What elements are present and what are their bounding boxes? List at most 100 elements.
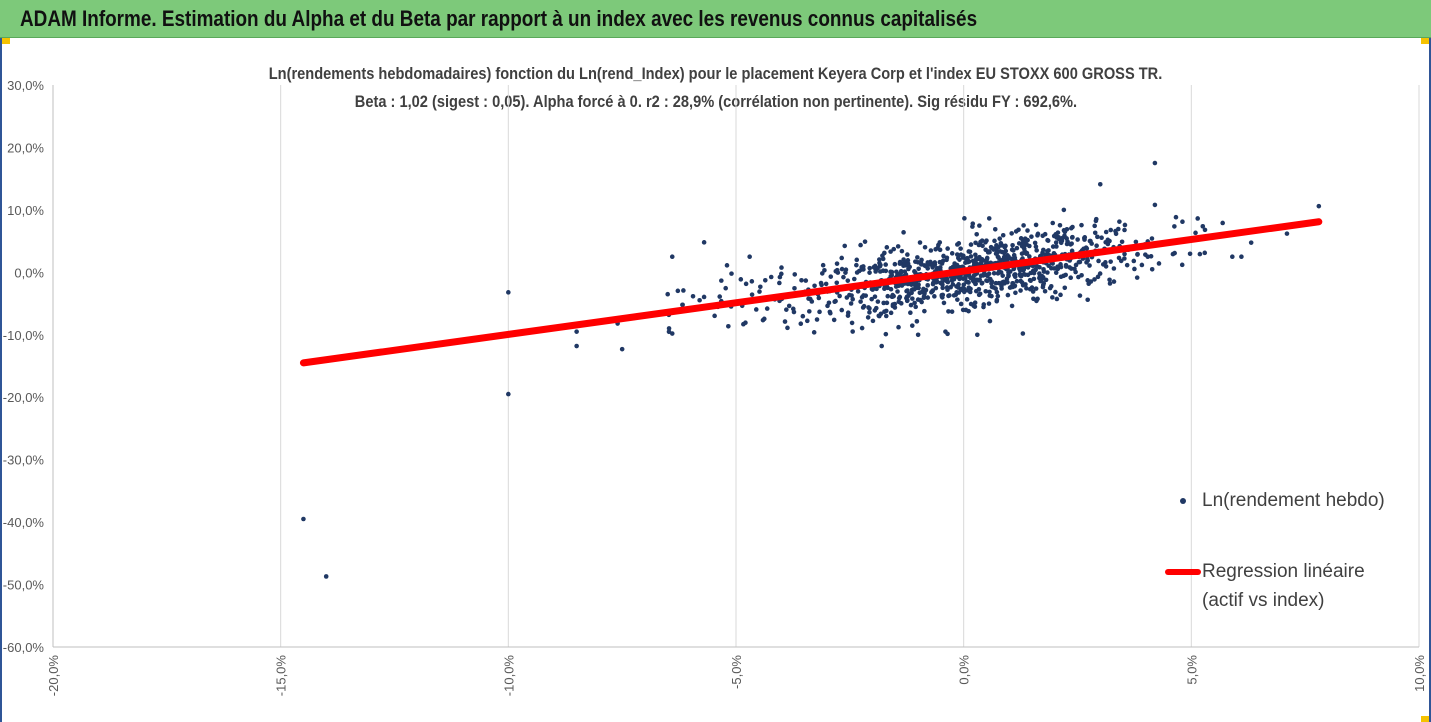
data-point — [1172, 250, 1177, 256]
data-point — [574, 343, 579, 349]
data-point — [956, 285, 961, 290]
data-point — [884, 300, 890, 306]
data-point — [1145, 254, 1151, 260]
data-point — [1057, 222, 1063, 228]
y-tick-label: 0,0% — [14, 265, 44, 280]
x-tick-label: 5,0% — [1184, 655, 1199, 685]
data-point — [925, 260, 931, 265]
data-point — [723, 285, 728, 291]
data-point — [855, 289, 861, 294]
data-point — [1021, 223, 1026, 228]
data-point — [976, 278, 982, 283]
data-point — [908, 310, 913, 316]
report-header: ADAM Informe. Estimation du Alpha et du … — [0, 0, 1431, 38]
data-point — [905, 258, 911, 263]
data-point — [1018, 288, 1023, 293]
data-point — [880, 256, 886, 262]
data-point — [865, 315, 871, 320]
data-point — [1002, 256, 1008, 262]
data-point — [945, 279, 951, 285]
data-point — [873, 305, 879, 311]
data-point — [876, 313, 882, 319]
data-point — [956, 255, 961, 261]
data-point — [1033, 286, 1039, 291]
data-point — [1061, 273, 1066, 279]
data-point — [1016, 227, 1021, 233]
data-point — [930, 280, 936, 286]
data-point — [844, 295, 850, 300]
y-tick-label: -40,0% — [3, 515, 45, 530]
data-point — [974, 232, 979, 237]
data-point — [945, 287, 950, 293]
data-point — [861, 267, 866, 272]
data-point — [1041, 267, 1046, 272]
data-point — [987, 318, 993, 324]
data-points — [301, 160, 1322, 579]
data-point — [912, 300, 917, 306]
data-point — [1248, 240, 1254, 245]
data-point — [819, 271, 825, 276]
data-point — [958, 252, 964, 257]
data-point — [1047, 285, 1053, 291]
data-point — [992, 238, 997, 244]
data-point — [1053, 289, 1058, 295]
data-point — [768, 274, 774, 280]
data-point — [1024, 286, 1029, 291]
y-tick-label: -50,0% — [3, 578, 45, 593]
data-point — [889, 272, 895, 278]
data-point — [1113, 228, 1118, 234]
data-point — [883, 262, 888, 267]
data-point — [845, 278, 851, 283]
data-point — [1068, 242, 1073, 247]
data-point — [909, 323, 915, 328]
data-point — [867, 310, 872, 315]
data-point — [1009, 303, 1015, 309]
data-point — [749, 279, 755, 284]
data-point — [792, 272, 798, 277]
data-point — [991, 270, 997, 276]
data-point — [1018, 278, 1023, 284]
corner-accent-left — [0, 38, 10, 44]
chart-title-line-1: Ln(rendements hebdomadaires) fonction du… — [268, 64, 1163, 83]
data-point — [1122, 222, 1128, 228]
legend-label-regression-2: (actif vs index) — [1202, 590, 1325, 611]
x-tick-label: -10,0% — [501, 655, 516, 697]
data-point — [1107, 281, 1113, 286]
data-point — [323, 574, 329, 579]
data-point — [1012, 274, 1018, 279]
data-point — [1042, 231, 1048, 237]
data-point — [675, 288, 681, 294]
data-point — [1068, 225, 1074, 231]
data-point — [1025, 228, 1030, 233]
data-point — [1034, 263, 1040, 269]
data-point — [910, 296, 915, 301]
data-point — [968, 254, 974, 259]
data-point — [701, 294, 707, 300]
data-point — [977, 291, 983, 297]
data-point — [941, 300, 947, 306]
data-point — [1220, 220, 1225, 226]
data-point — [1086, 281, 1091, 287]
data-point — [1088, 238, 1093, 244]
data-point — [834, 280, 840, 286]
data-point — [785, 325, 790, 331]
x-tick-label: 0,0% — [957, 655, 972, 685]
data-point — [901, 263, 906, 269]
data-point — [1014, 245, 1020, 251]
data-point — [1124, 262, 1130, 268]
data-point — [933, 246, 938, 252]
axes — [52, 85, 1419, 648]
data-point — [1122, 251, 1127, 257]
data-point — [980, 243, 985, 249]
data-point — [1025, 265, 1031, 270]
data-point — [753, 307, 759, 312]
x-tick-label: -20,0% — [46, 655, 61, 697]
data-point — [981, 273, 986, 278]
y-tick-label: 10,0% — [7, 203, 44, 218]
data-point — [1097, 181, 1103, 187]
data-point — [1108, 259, 1113, 264]
data-point — [1061, 228, 1067, 233]
data-point — [839, 266, 845, 272]
data-point — [954, 262, 960, 268]
data-point — [1079, 272, 1084, 278]
